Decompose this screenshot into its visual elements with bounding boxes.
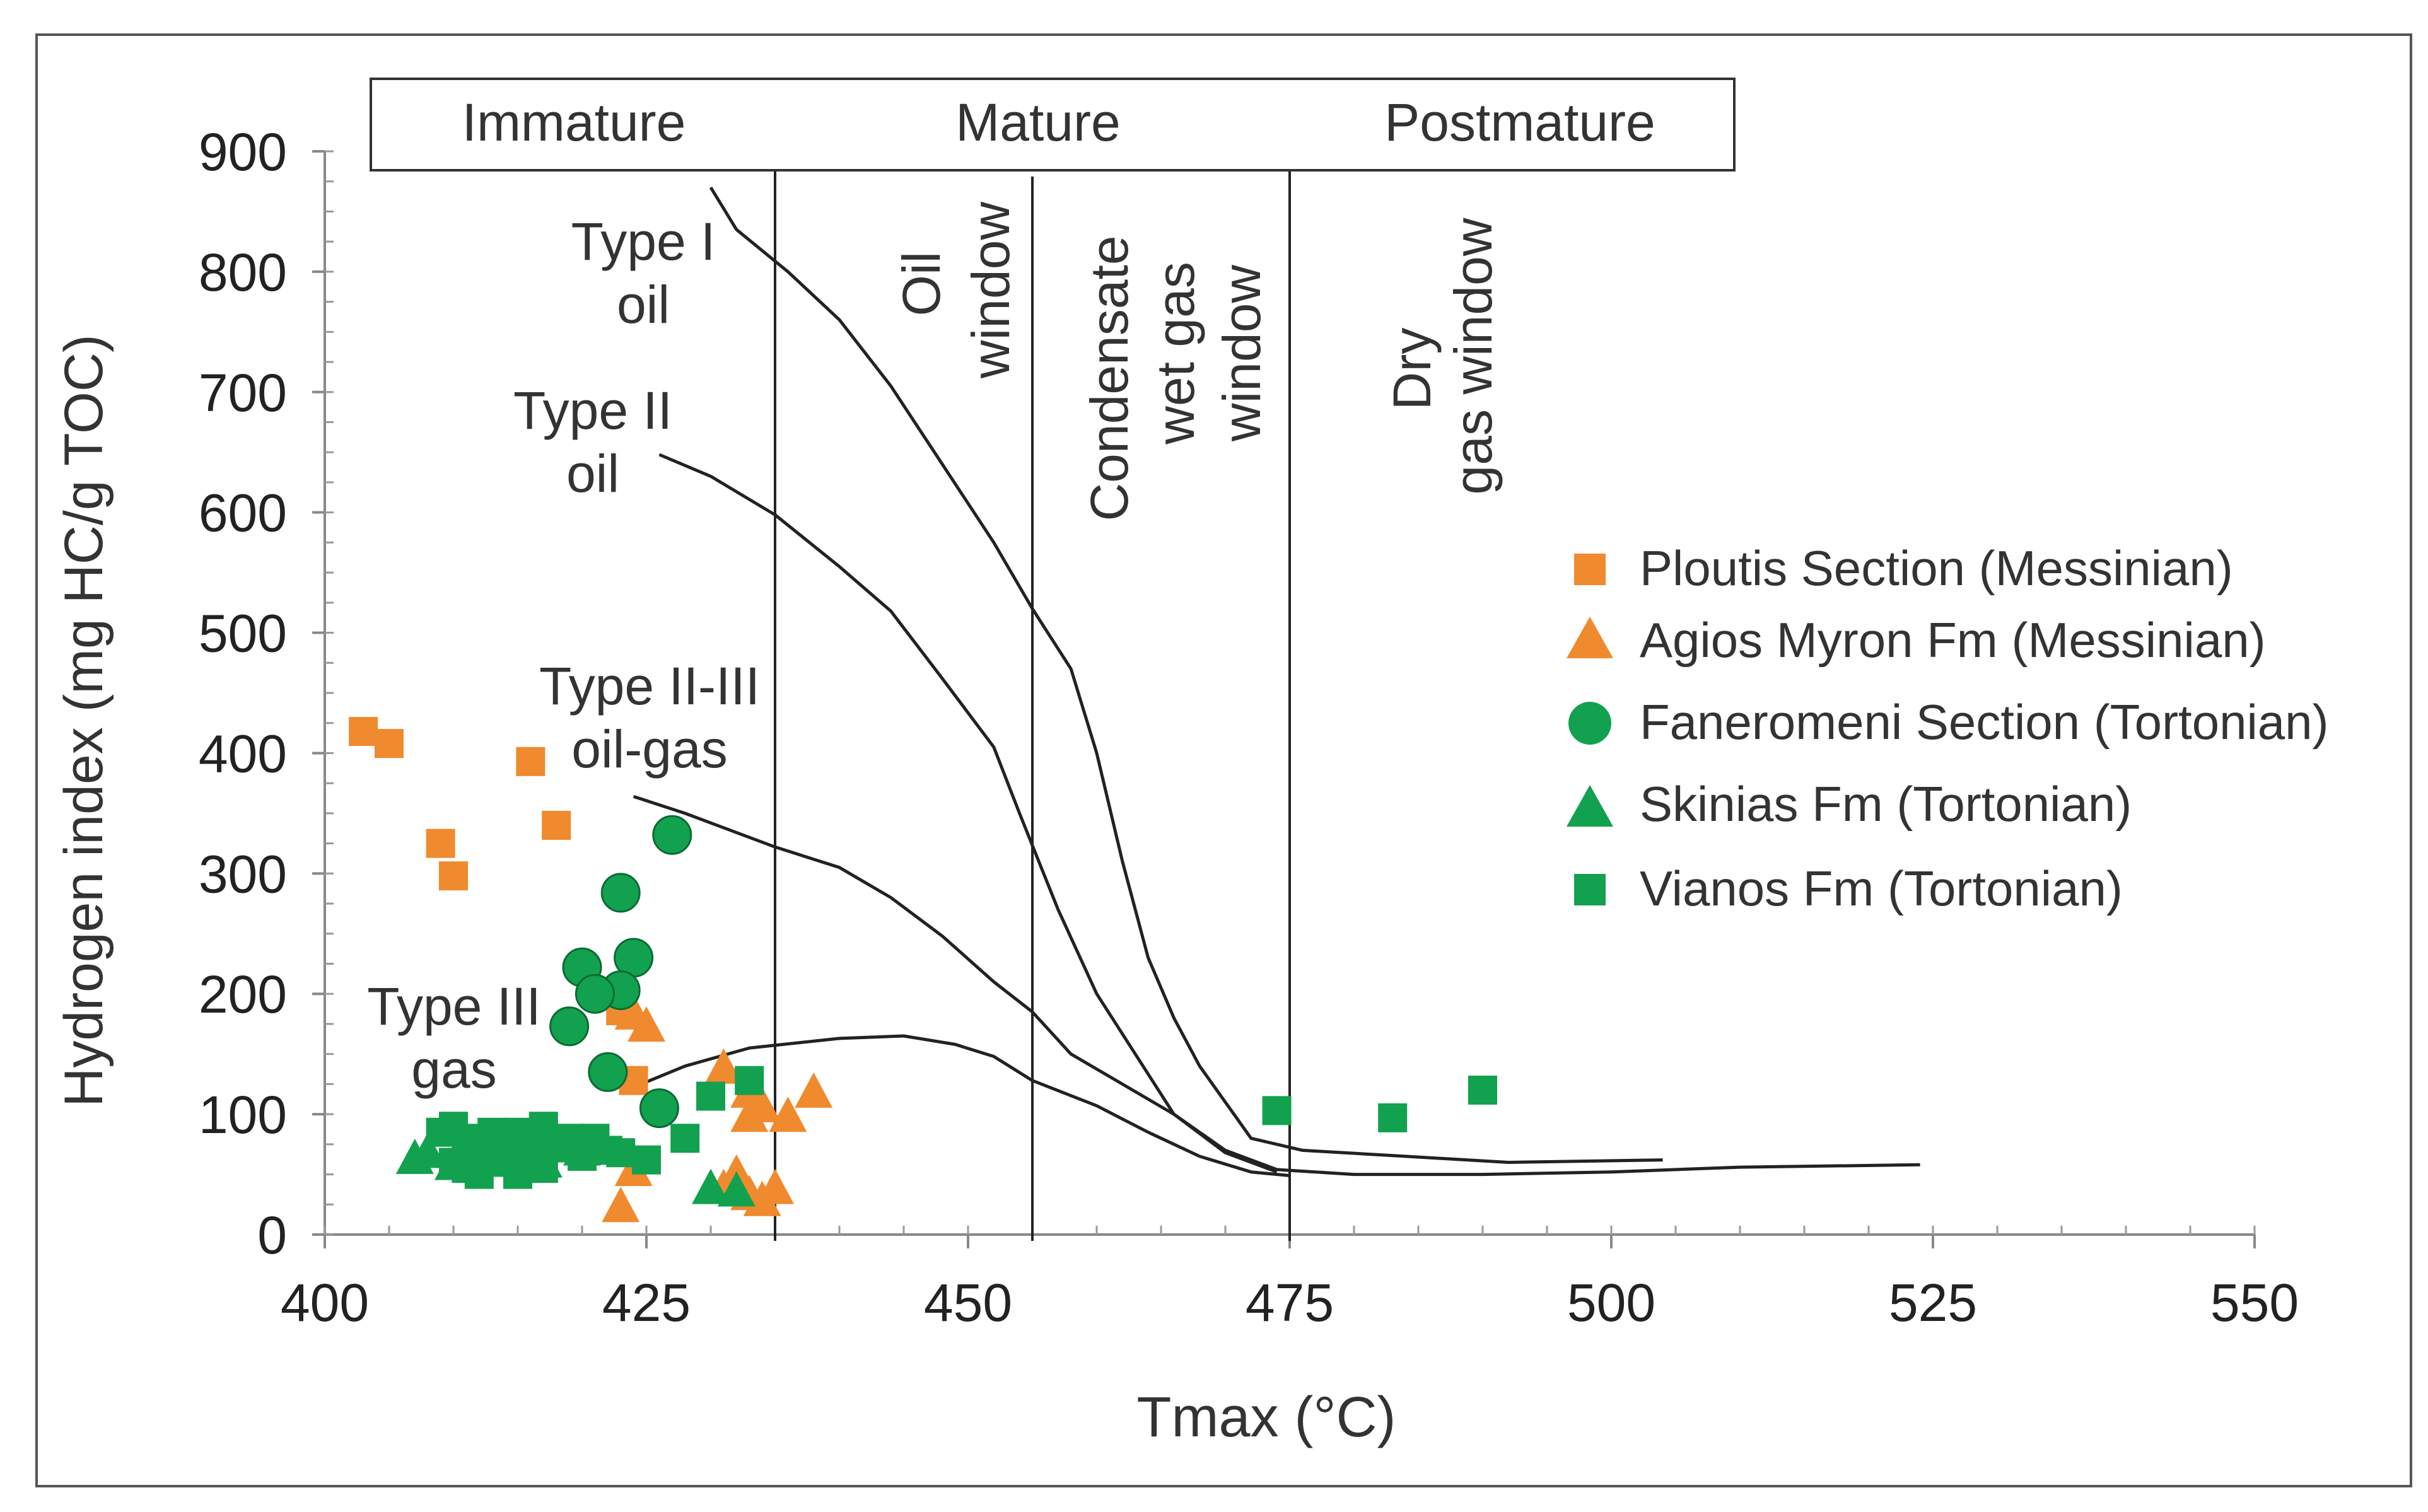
curve-3: [633, 794, 1920, 1177]
x-tick-label: 475: [1246, 1273, 1334, 1332]
condensate-window-label-line2: wet gas: [1146, 262, 1205, 445]
point-square-s0: [516, 747, 546, 776]
oil-window-label-line2: window: [961, 202, 1020, 379]
y-tick-label: 800: [199, 243, 287, 302]
legend-marker-agios-myron: [1567, 617, 1613, 658]
point-triangle-s1: [704, 1048, 743, 1084]
legend-marker-vianos: [1574, 874, 1606, 905]
maturity-zone-header: Immature Mature Postmature: [370, 78, 1736, 172]
point-square-s0: [542, 810, 571, 840]
point-triangle-s1: [769, 1096, 807, 1132]
x-tick-label: 500: [1567, 1273, 1655, 1332]
point-circle-s2: [652, 815, 692, 855]
point-square-s4: [696, 1081, 725, 1111]
point-triangle-s3: [717, 1171, 756, 1207]
point-circle-s2: [588, 1052, 628, 1092]
y-tick-label: 100: [199, 1085, 287, 1144]
x-axis-title: Tmax (°C): [1137, 1386, 1396, 1449]
legend-marker-skinias: [1567, 785, 1613, 827]
point-triangle-s1: [743, 1086, 781, 1122]
point-square-s0: [375, 729, 404, 759]
point-square-s4: [1468, 1075, 1497, 1105]
point-square-s4: [670, 1124, 700, 1153]
point-square-s4: [735, 1066, 764, 1095]
point-triangle-s1: [627, 1006, 665, 1042]
point-triangle-s1: [795, 1072, 833, 1108]
curve-4: [620, 1034, 1290, 1177]
point-triangle-s1: [602, 1187, 640, 1223]
legend-label-ploutis: Ploutis Section (Messinian): [1640, 540, 2233, 596]
point-square-s4: [1262, 1096, 1292, 1125]
type1-label-line1: Type I: [571, 212, 716, 271]
x-tick-label: 450: [924, 1273, 1012, 1332]
y-tick-label: 400: [199, 724, 287, 783]
type23-label-line1: Type II-III: [539, 656, 760, 716]
legend-marker-ploutis: [1574, 554, 1606, 585]
point-square-s4: [1378, 1103, 1408, 1132]
type2-label-line1: Type II: [513, 381, 672, 440]
condensate-window-label-line1: Condensate: [1080, 235, 1139, 521]
maturity-curves: [620, 186, 1920, 1177]
point-circle-s2: [575, 974, 615, 1014]
data-points: [349, 717, 1497, 1223]
figure-frame: [35, 33, 2412, 1487]
oil-window-label-line1: Oil: [892, 252, 951, 317]
point-square-s0: [426, 829, 455, 858]
condensate-window-label-line3: window: [1212, 265, 1271, 442]
dry-gas-window-label-line2: gas window: [1444, 218, 1503, 494]
dry-gas-window-label-line1: Dry: [1382, 328, 1442, 410]
type23-label-line2: oil-gas: [571, 719, 727, 779]
point-square-s0: [439, 861, 468, 891]
legend: Ploutis Section (Messinian) Agios Myron …: [1567, 540, 2329, 916]
point-triangle-s1: [743, 1180, 781, 1216]
type2-label-line2: oil: [566, 444, 619, 503]
legend-label-skinias: Skinias Fm (Tortonian): [1640, 776, 2132, 832]
legend-label-faneromeni: Faneromeni Section (Tortonian): [1640, 694, 2329, 750]
point-circle-s2: [639, 1088, 679, 1129]
zone-header-box: [370, 78, 1736, 172]
point-circle-s2: [600, 873, 641, 913]
y-tick-label: 300: [199, 844, 287, 904]
curve-2: [658, 453, 1278, 1174]
point-circle-s2: [549, 1006, 590, 1047]
legend-marker-faneromeni: [1568, 702, 1611, 745]
y-axis-title: Hydrogen index (mg HC/g TOC): [54, 334, 114, 1107]
type1-label-line2: oil: [617, 275, 670, 334]
legend-label-agios-myron: Agios Myron Fm (Messinian): [1640, 612, 2266, 668]
zone-postmature-label: Postmature: [1384, 93, 1655, 152]
zone-mature-label: Mature: [955, 93, 1120, 152]
y-tick-label: 200: [199, 965, 287, 1024]
point-square-s4: [606, 1138, 636, 1168]
x-tick-label: 425: [602, 1273, 691, 1332]
y-tick-label: 600: [199, 484, 287, 543]
y-tick-label: 500: [199, 604, 287, 663]
curve-1: [709, 186, 1663, 1164]
type3-label-line1: Type III: [367, 977, 540, 1036]
zone-immature-label: Immature: [462, 93, 686, 152]
x-tick-label: 550: [2210, 1273, 2299, 1332]
x-tick-label: 525: [1889, 1273, 1977, 1332]
point-triangle-s3: [692, 1168, 730, 1204]
point-square-s0: [349, 717, 378, 747]
x-tick-label: 400: [281, 1273, 369, 1332]
y-tick-label: 900: [199, 122, 287, 182]
plot-lines: 0 100 200 300 400 500 600 700 800 900 400 425 450 475…: [199, 79, 2299, 1332]
legend-label-vianos: Vianos Fm (Tortonian): [1640, 861, 2123, 916]
point-square-s4: [632, 1145, 661, 1175]
point-triangle-s3: [409, 1132, 447, 1168]
y-tick-label: 700: [199, 363, 287, 422]
y-tick-label: 0: [257, 1206, 287, 1265]
type3-label-line2: gas: [411, 1040, 496, 1099]
